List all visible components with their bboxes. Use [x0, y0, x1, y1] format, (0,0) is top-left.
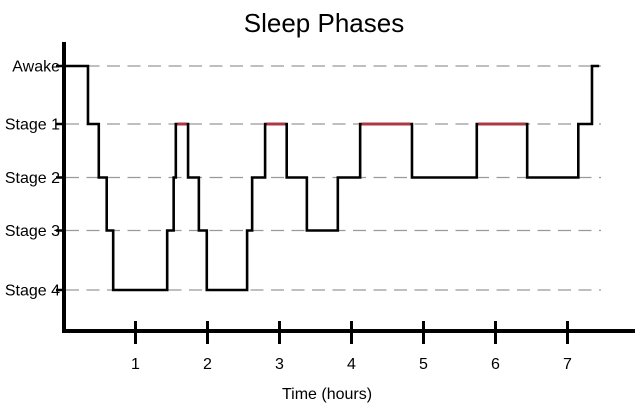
x-tick-label-3: 3 — [275, 356, 284, 373]
sleep-stage-step-line — [63, 64, 600, 292]
x-axis-ticks — [134, 321, 569, 344]
y-label-stage-4: Stage 4 — [5, 283, 60, 300]
x-tick-label-7: 7 — [563, 356, 572, 373]
chart-title: Sleep Phases — [244, 8, 404, 38]
y-axis-ticks — [56, 64, 66, 292]
x-axis-tick-labels: 1 2 3 4 5 6 7 — [131, 356, 572, 373]
x-tick-label-1: 1 — [131, 356, 140, 373]
y-label-stage-1: Stage 1 — [5, 117, 60, 134]
x-tick-label-5: 5 — [419, 356, 428, 373]
y-axis-stage-labels: Awake Stage 1 Stage 2 Stage 3 Stage 4 — [5, 59, 60, 300]
axes — [62, 42, 635, 333]
x-tick-label-2: 2 — [203, 356, 212, 373]
x-axis-title: Time (hours) — [282, 386, 372, 403]
y-label-awake: Awake — [12, 59, 60, 76]
y-label-stage-2: Stage 2 — [5, 170, 60, 187]
gridlines — [66, 65, 601, 291]
x-tick-label-6: 6 — [491, 356, 500, 373]
y-label-stage-3: Stage 3 — [5, 223, 60, 240]
x-tick-label-4: 4 — [347, 356, 356, 373]
hypnogram-step-path — [63, 64, 600, 292]
